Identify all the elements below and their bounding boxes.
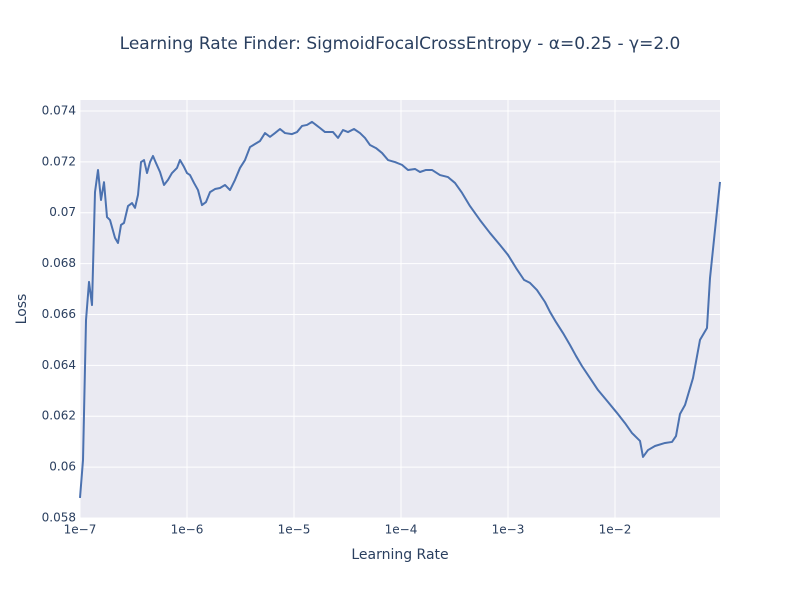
marks: [79, 120, 721, 498]
plot-background: [80, 100, 720, 518]
x-tick-label: 1e−4: [385, 523, 418, 537]
x-axis-title: Learning Rate: [351, 547, 448, 563]
chart-title: Learning Rate Finder: SigmoidFocalCrossE…: [120, 34, 681, 54]
y-tick-label: 0.07: [49, 205, 76, 219]
loss-line: [79, 120, 721, 498]
x-tick-label: 1e−5: [278, 523, 311, 537]
y-tick-label: 0.072: [42, 154, 76, 168]
y-tick-label: 0.06: [49, 460, 76, 474]
y-tick-label: 0.074: [42, 103, 76, 117]
x-tick-label: 1e−6: [171, 523, 204, 537]
grid: [79, 100, 720, 519]
y-tick-label: 0.062: [42, 409, 76, 423]
x-tick-label: 1e−2: [599, 523, 632, 537]
y-axis-title: Loss: [14, 294, 30, 325]
y-tick-label: 0.064: [42, 358, 76, 372]
x-tick-label: 1e−3: [492, 523, 525, 537]
y-tick-label: 0.068: [42, 256, 76, 270]
y-tick-label: 0.058: [42, 511, 76, 525]
y-tick-label: 0.066: [42, 307, 76, 321]
x-tick-label: 1e−7: [64, 523, 97, 537]
